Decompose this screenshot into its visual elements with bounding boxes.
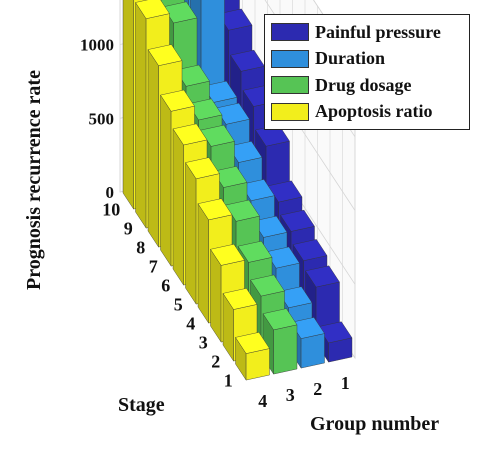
group-tick-label: 4 <box>258 391 267 411</box>
legend-label: Apoptosis ratio <box>315 101 433 122</box>
stage-axis-title: Stage <box>118 394 165 416</box>
bar-side <box>197 203 209 324</box>
stage-tick-label: 8 <box>136 238 145 258</box>
stage-tick-label: 3 <box>199 333 208 353</box>
stage-tick-label: 6 <box>161 276 170 296</box>
legend: Painful pressure Duration Drug dosage Ap… <box>264 14 470 130</box>
bar-side <box>185 161 197 305</box>
bar-side <box>122 0 134 210</box>
legend-swatch <box>271 102 309 121</box>
group-tick-label: 2 <box>313 379 322 399</box>
legend-label: Painful pressure <box>315 21 441 42</box>
legend-item-painful-pressure: Painful pressure <box>271 19 463 46</box>
legend-swatch <box>271 76 309 95</box>
legend-item-apoptosis-ratio: Apoptosis ratio <box>271 99 463 126</box>
legend-label: Drug dosage <box>315 74 412 95</box>
group-tick-label: 1 <box>341 373 350 393</box>
y-tick-label: 0 <box>106 183 115 202</box>
legend-swatch <box>271 49 309 68</box>
legend-item-drug-dosage: Drug dosage <box>271 72 463 99</box>
bar-top <box>280 209 315 232</box>
y-tick-label: 500 <box>89 109 115 128</box>
bar-side <box>135 1 147 229</box>
bar-top <box>135 0 170 19</box>
bar-top <box>250 274 285 297</box>
stage-tick-label: 1 <box>224 371 233 391</box>
stage-tick-label: 4 <box>186 314 195 334</box>
bar-top <box>255 124 290 147</box>
bar-side <box>147 48 159 248</box>
bar-side <box>160 94 172 267</box>
legend-label: Duration <box>315 48 386 69</box>
bar-top <box>237 240 273 263</box>
legend-item-duration: Duration <box>271 46 463 73</box>
legend-swatch <box>271 23 309 42</box>
bar-top <box>197 198 233 221</box>
bar-top <box>172 123 208 146</box>
bar <box>300 333 325 369</box>
stage-tick-label: 9 <box>124 219 133 239</box>
stage-tick-label: 2 <box>211 352 220 372</box>
bar-top <box>292 239 328 261</box>
bar-side <box>172 128 184 286</box>
stage-tick-label: 10 <box>102 200 120 220</box>
bar-top <box>160 89 195 112</box>
bar-top <box>262 308 298 331</box>
bar-top <box>210 243 245 266</box>
bar-top <box>305 265 340 288</box>
bar-top <box>235 332 270 354</box>
bar <box>245 348 270 381</box>
y-tick-label: 1000 <box>80 36 114 55</box>
y-axis-title: Prognosis recurrence rate <box>23 70 45 290</box>
stage-tick-label: 7 <box>149 257 158 277</box>
bar-top <box>185 157 220 180</box>
bar <box>273 324 298 375</box>
x-axis-title: Group number <box>310 413 439 435</box>
bar-top <box>222 288 258 310</box>
group-tick-label: 3 <box>286 385 295 405</box>
bar-top <box>147 44 183 66</box>
bar-top <box>230 49 265 72</box>
stage-tick-label: 5 <box>174 295 183 315</box>
